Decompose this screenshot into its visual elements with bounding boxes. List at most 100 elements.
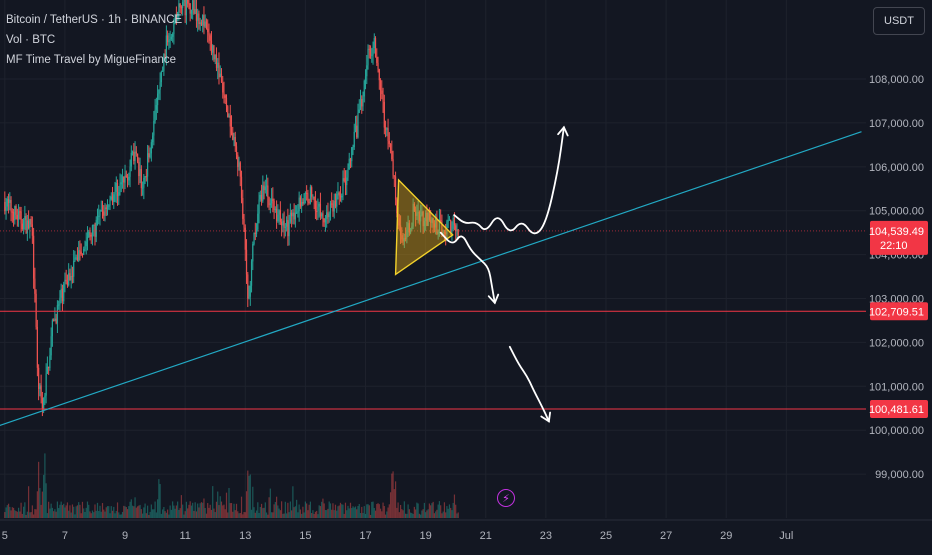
volume-bar: [109, 513, 111, 518]
candle-body: [144, 176, 146, 178]
volume-bar: [436, 509, 438, 518]
candle-body: [265, 185, 268, 187]
volume-bar: [309, 501, 312, 518]
volume-bar: [258, 512, 260, 518]
candle-body: [155, 105, 157, 110]
volume-bar: [233, 503, 235, 518]
candle-body: [98, 215, 100, 217]
candle-body: [10, 199, 12, 212]
volume-bar: [111, 510, 114, 518]
candle-body: [128, 176, 130, 181]
candle-body: [222, 82, 224, 93]
x-tick-label: 5: [2, 530, 8, 542]
candle-body: [69, 273, 71, 281]
volume-bar: [213, 508, 215, 518]
candle-body: [85, 241, 87, 247]
volume-bar: [46, 513, 48, 518]
candle-body: [44, 395, 46, 398]
volume-bar: [294, 506, 296, 518]
drawings[interactable]: [0, 125, 866, 427]
volume-bar: [287, 502, 289, 518]
volume-bar: [240, 496, 243, 518]
candle-body: [367, 48, 369, 66]
volume-bar: [145, 513, 147, 518]
volume-bar: [364, 513, 367, 518]
trendline: [0, 131, 862, 427]
volume-bar: [282, 513, 284, 518]
triangle-pattern: [394, 178, 454, 276]
candle-body: [389, 143, 392, 152]
candle-body: [270, 198, 273, 204]
scenario-arrowhead: [557, 125, 569, 137]
volume-bar: [337, 506, 339, 518]
candle-body: [388, 140, 390, 144]
volume-bar: [425, 512, 427, 518]
lightning-icon[interactable]: ⚡: [497, 489, 515, 507]
candle-body: [403, 237, 405, 242]
level-label: 100,481.61: [869, 404, 924, 416]
x-tick-label: 29: [720, 530, 732, 542]
volume-bar: [73, 506, 75, 518]
candle-body: [217, 62, 219, 68]
candles: [4, 0, 459, 417]
candle-body: [154, 109, 156, 121]
legend-indicator[interactable]: MF Time Travel by MigueFinance: [6, 54, 177, 66]
legend-symbol[interactable]: Bitcoin / TetherUS · 1h · BINANCE: [6, 14, 183, 26]
volume-bar: [120, 514, 122, 518]
volume-bar: [372, 501, 374, 518]
volume-bar: [179, 508, 181, 518]
candle-body: [173, 19, 175, 35]
volume-bar: [210, 509, 213, 518]
currency-button[interactable]: USDT: [873, 7, 925, 35]
candle-body: [14, 206, 16, 221]
candle-body: [205, 21, 208, 29]
candle-body: [338, 192, 340, 196]
candle-body: [36, 326, 38, 368]
candle-body: [438, 219, 441, 232]
volume-bar: [29, 512, 31, 518]
candle-body: [288, 221, 290, 237]
volume-bar: [339, 502, 342, 518]
volume-bar: [10, 510, 12, 518]
candle-body: [60, 288, 62, 298]
volume-bar: [25, 514, 27, 518]
volume-bar: [162, 509, 164, 518]
candle-body: [387, 128, 389, 141]
candle-body: [100, 210, 102, 212]
candle-body: [240, 176, 243, 198]
volume-bar: [5, 507, 7, 518]
candle-body: [180, 7, 183, 9]
volume-bar: [177, 501, 179, 518]
volume-bar: [66, 502, 69, 518]
volume-bar: [351, 508, 353, 518]
volume-bar: [114, 513, 116, 518]
candle-body: [247, 274, 249, 299]
candle-body: [169, 39, 171, 41]
x-tick-label: 7: [62, 530, 68, 542]
candle-body: [303, 193, 305, 204]
candle-body: [133, 151, 135, 161]
volume-bar: [164, 511, 166, 518]
volume-bar: [100, 511, 102, 518]
level-label-bg: [870, 302, 928, 321]
volume-bar: [389, 492, 392, 518]
volume-bar: [149, 511, 151, 518]
candle-body: [103, 211, 105, 216]
legend-volume[interactable]: Vol · BTC: [6, 34, 56, 46]
volume-bar: [242, 514, 244, 518]
candle-body: [287, 219, 289, 237]
candle-body: [31, 224, 33, 236]
candle-body: [313, 196, 315, 201]
candle-body: [455, 225, 457, 232]
candle-body: [183, 0, 185, 2]
volume-bar: [361, 506, 363, 518]
volume-bar: [76, 505, 79, 518]
volume-bar: [146, 505, 149, 518]
volume-bar: [116, 502, 119, 518]
candle-body: [195, 9, 198, 21]
volume-bar: [415, 509, 417, 518]
volume-bar: [165, 512, 167, 518]
volume-bar: [40, 504, 42, 518]
